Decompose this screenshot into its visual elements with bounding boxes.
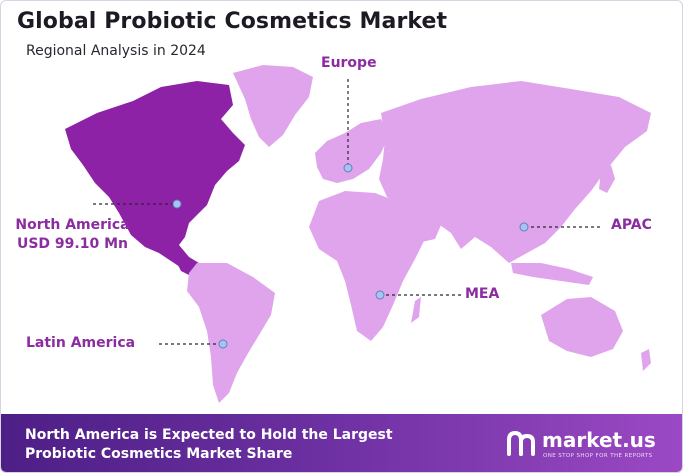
- new-zealand-shape: [641, 349, 651, 371]
- north-america-marker: [172, 199, 182, 209]
- brand-tagline: ONE STOP SHOP FOR THE REPORTS: [543, 453, 653, 459]
- brand-name: market.us: [542, 428, 656, 452]
- asia-shape: [379, 81, 651, 263]
- latin-america-marker: [218, 339, 228, 349]
- north-america-shape: [65, 81, 245, 271]
- uk-shape: [323, 147, 335, 165]
- europe-label: Europe: [321, 55, 377, 71]
- australia-shape: [541, 297, 623, 357]
- mea-marker: [375, 290, 385, 300]
- north-america-label: North America USD 99.10 Mn: [10, 216, 135, 254]
- europe-shape: [315, 119, 389, 183]
- footer-line-1: North America is Expected to Hold the La…: [25, 427, 393, 443]
- africa-shape: [309, 191, 425, 341]
- japan-shape: [599, 165, 615, 193]
- page-subtitle: Regional Analysis in 2024: [26, 43, 206, 59]
- madagascar-shape: [411, 297, 421, 323]
- brand-logo: market.us ONE STOP SHOP FOR THE REPORTS: [506, 428, 666, 462]
- arabia-shape: [397, 205, 441, 243]
- latin-america-label: Latin America: [26, 335, 136, 351]
- footer-message: North America is Expected to Hold the La…: [25, 426, 393, 464]
- mea-label: MEA: [465, 286, 500, 302]
- greenland-shape: [233, 65, 313, 147]
- south-america-shape: [187, 263, 275, 403]
- north-america-value: USD 99.10 Mn: [16, 236, 128, 252]
- europe-marker: [343, 163, 353, 173]
- sea-islands-shape: [511, 263, 593, 285]
- market-us-logo-icon: [507, 430, 535, 456]
- world-map: [65, 65, 651, 403]
- page-title: Global Probiotic Cosmetics Market: [17, 9, 448, 34]
- footer-banner: North America is Expected to Hold the La…: [1, 414, 682, 472]
- apac-marker: [519, 222, 529, 232]
- apac-label: APAC: [611, 217, 652, 233]
- north-america-name: North America: [15, 217, 130, 233]
- footer-line-2: Probiotic Cosmetics Market Share: [25, 446, 293, 462]
